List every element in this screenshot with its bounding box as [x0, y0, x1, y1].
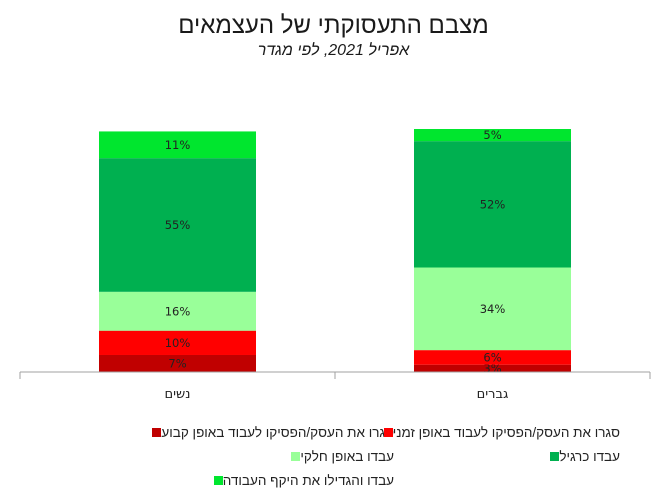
bar-segment-0-2: [99, 291, 256, 331]
legend-item-temporary-close: סגרו את העסק/הפסיקו לעבוד באופן זמני: [377, 425, 620, 440]
data-label-1-1: 6%: [483, 350, 501, 364]
chart-title: מצבם התעסוקתי של העצמאים: [178, 12, 489, 39]
data-label-0-3: 55%: [165, 218, 191, 232]
data-label-1-2: 34%: [480, 302, 506, 316]
data-label-0-1: 10%: [165, 336, 191, 350]
legend-label-partial-work: עבדו באופן חלקי: [300, 449, 394, 464]
legend-swatch-permanent-close: [152, 428, 162, 437]
legend-label-normal-work: עבדו כרגיל: [559, 449, 620, 464]
data-label-1-3: 52%: [480, 197, 506, 211]
legend-item-partial-work: עבדו באופן חלקי: [284, 449, 394, 464]
legend-label-permanent-close: סגרו את העסק/הפסיקו לעבוד באופן קבוע: [161, 425, 394, 440]
chart-subtitle: אפריל 2021, לפי מגדר: [257, 42, 410, 59]
category-label-0: נשים: [165, 387, 191, 402]
chart-legend: סגרו את העסק/הפסיקו לעבוד באופן קבוע סגר…: [40, 420, 640, 492]
bar-segment-1-2: [414, 267, 571, 351]
data-label-0-0: 7%: [168, 356, 186, 370]
legend-label-temporary-close: סגרו את העסק/הפסיקו לעבוד באופן זמני: [392, 425, 620, 440]
data-label-0-2: 16%: [165, 304, 191, 318]
legend-swatch-temporary-close: [383, 428, 393, 437]
bar-segment-0-3: [99, 158, 256, 292]
bar-segment-0-1: [99, 330, 256, 355]
legend-label-increased-work: עבדו והגדילו את היקף העבודה: [222, 473, 394, 488]
bar-segment-0-4: [99, 131, 256, 159]
bar-segment-1-3: [414, 141, 571, 268]
legend-item-increased-work: עבדו והגדילו את היקף העבודה: [207, 473, 394, 488]
legend-swatch-increased-work: [213, 476, 223, 485]
legend-swatch-normal-work: [550, 452, 560, 461]
bar-segment-1-1: [414, 350, 571, 365]
category-label-1: גברים: [477, 387, 509, 402]
bar-segment-1-4: [414, 129, 571, 142]
legend-item-normal-work: עבדו כרגיל: [543, 449, 620, 464]
legend-swatch-partial-work: [291, 452, 301, 461]
data-label-0-4: 11%: [165, 138, 191, 152]
data-label-1-4: 5%: [483, 128, 501, 142]
bar-segment-0-0: [99, 354, 256, 372]
bar-segment-1-0: [414, 364, 571, 372]
legend-item-permanent-close: סגרו את העסק/הפסיקו לעבוד באופן קבוע: [145, 425, 394, 440]
